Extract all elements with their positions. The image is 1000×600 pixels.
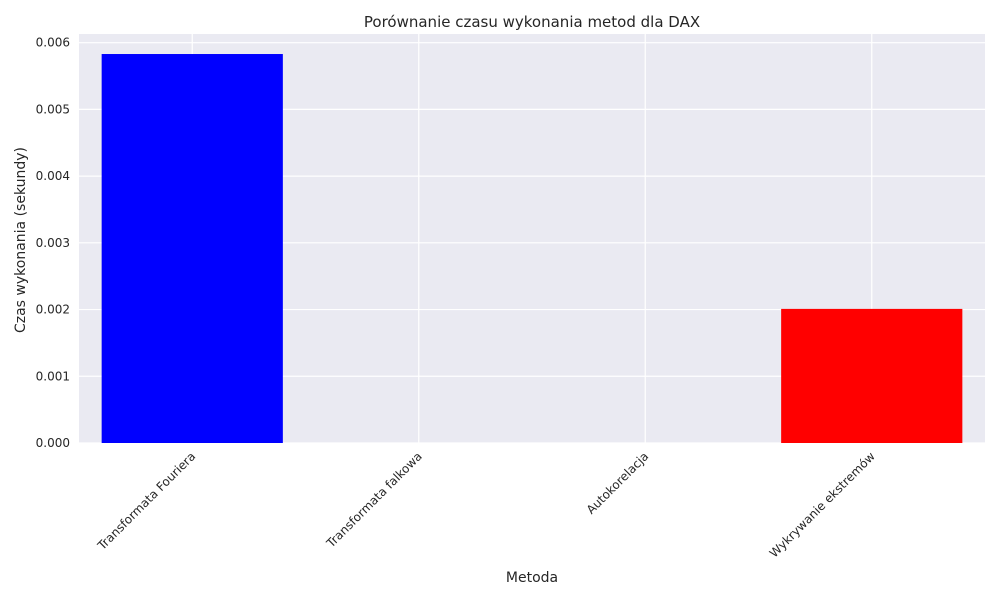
y-tick-label: 0.002: [36, 303, 70, 317]
x-tick-label: Transformata Fouriera: [94, 449, 198, 553]
y-axis-label: Czas wykonania (sekundy): [13, 147, 29, 333]
bar: [781, 308, 963, 443]
y-tick-label: 0.005: [36, 102, 70, 116]
x-tick-label: Autokorelacja: [584, 449, 652, 517]
chart-title: Porównanie czasu wykonania metod dla DAX: [364, 13, 700, 31]
y-tick-labels: 0.000 0.001 0.002 0.003 0.004 0.005 0.006: [36, 36, 70, 450]
bar: [101, 54, 283, 444]
y-tick-label: 0.000: [36, 436, 70, 450]
y-tick-label: 0.004: [36, 169, 70, 183]
y-tick-label: 0.001: [36, 369, 70, 383]
x-tick-label: Transformata falkowa: [323, 449, 425, 551]
x-axis-label: Metoda: [506, 570, 558, 586]
x-tick-label: Wykrywanie ekstremów: [767, 449, 878, 560]
y-tick-label: 0.006: [36, 36, 70, 50]
x-tick-labels: Transformata Fouriera Transformata falkow…: [94, 449, 878, 560]
bars: [101, 54, 963, 444]
y-tick-label: 0.003: [36, 236, 70, 250]
